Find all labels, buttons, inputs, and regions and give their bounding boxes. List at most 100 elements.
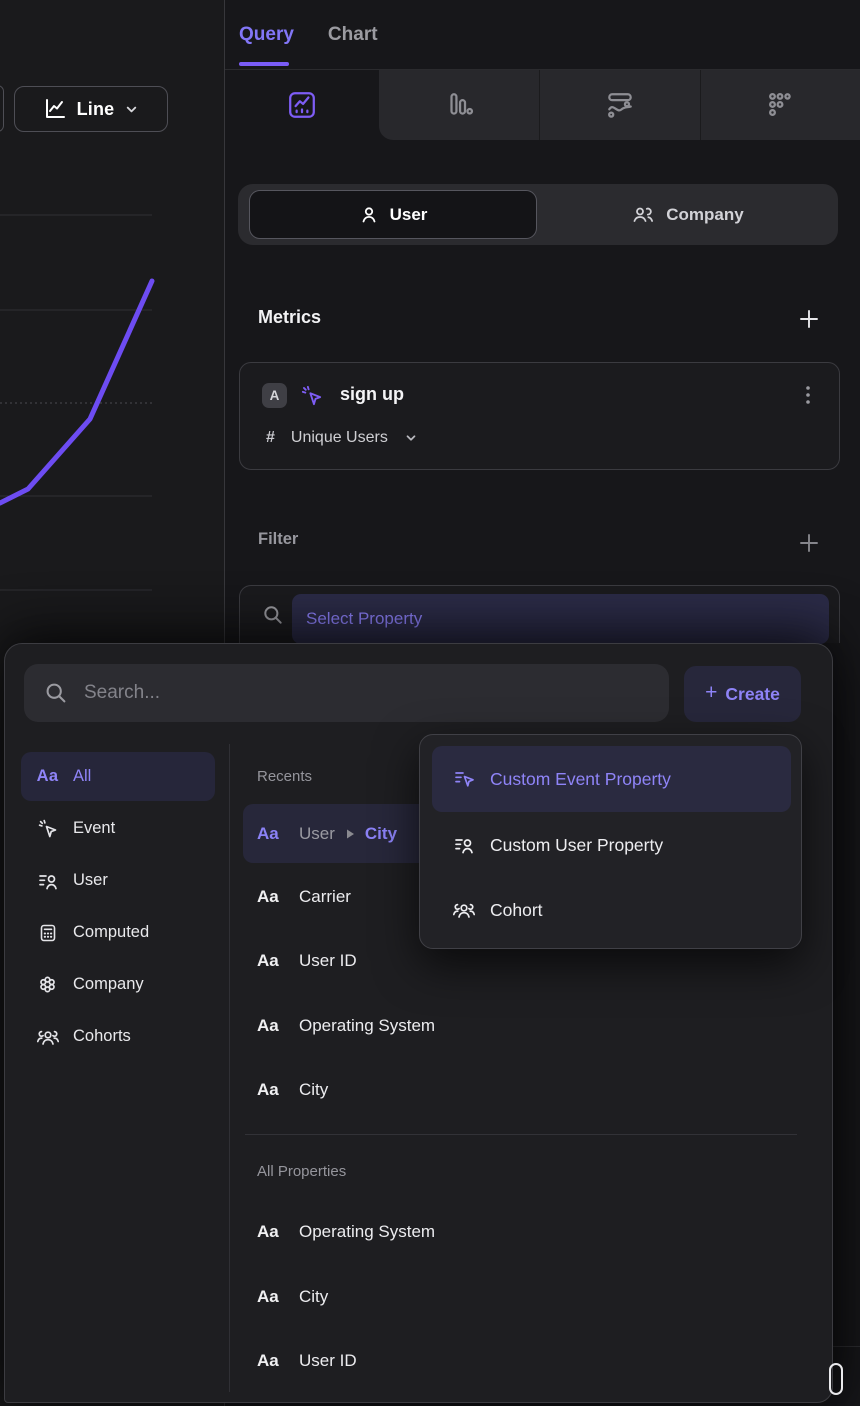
- sidebar-item-label: Event: [73, 819, 116, 837]
- metrics-heading: Metrics: [258, 307, 322, 327]
- picker-column-divider: [229, 744, 230, 1392]
- add-filter-button[interactable]: [798, 532, 820, 554]
- property-label: User ID: [299, 951, 357, 970]
- property-row-city[interactable]: Aa City: [243, 1268, 797, 1326]
- sidebar-item-label: Company: [73, 975, 144, 993]
- filter-card: Select Property: [239, 585, 840, 644]
- create-menu-popup: Custom Event Property Custom User Proper…: [419, 734, 802, 949]
- menu-item-label: Custom User Property: [490, 834, 664, 855]
- select-property-input[interactable]: Select Property: [292, 594, 829, 644]
- all-properties-heading: All Properties: [257, 1163, 347, 1180]
- search-icon: [264, 606, 282, 624]
- metric-series-badge: A: [262, 383, 287, 408]
- tab-retention-chart[interactable]: [539, 70, 700, 140]
- list-divider: [245, 1134, 797, 1135]
- menu-item-custom-event-property[interactable]: Custom Event Property: [432, 746, 791, 812]
- sidebar-item-company[interactable]: Company: [21, 960, 215, 1009]
- user-icon: [362, 206, 375, 222]
- sidebar-item-cohorts[interactable]: Cohorts: [21, 1012, 215, 1061]
- plus-icon: +: [705, 681, 718, 704]
- breadcrumb-child: City: [364, 823, 398, 843]
- aa-icon: Aa: [36, 767, 59, 785]
- picker-search-input[interactable]: Search...: [24, 664, 669, 722]
- company-icon: [633, 207, 654, 222]
- clipped-indicator-fragment: [829, 1363, 843, 1395]
- menu-item-cohort[interactable]: Cohort: [432, 877, 791, 943]
- property-label: User ID: [299, 1351, 357, 1370]
- entity-toggle: User Company: [238, 184, 838, 245]
- tab-query[interactable]: Query: [239, 0, 294, 69]
- tab-divider: [700, 70, 701, 140]
- property-row-operating-system[interactable]: Aa Operating System: [243, 997, 797, 1055]
- insights-line-tab-icon: [289, 92, 315, 118]
- cohorts-icon: [36, 1030, 59, 1045]
- entity-option-user[interactable]: User: [249, 190, 537, 239]
- aa-icon: Aa: [257, 1016, 279, 1035]
- picker-sidebar: Aa All Event User: [21, 752, 215, 1061]
- sidebar-item-user[interactable]: User: [21, 856, 215, 905]
- property-label: Operating System: [299, 1016, 436, 1035]
- sidebar-item-label: User: [73, 871, 108, 889]
- aa-icon: Aa: [257, 887, 279, 906]
- chevron-down-icon: [406, 435, 416, 441]
- entity-company-label: Company: [666, 204, 744, 224]
- picker-search-placeholder: Search...: [84, 682, 161, 703]
- aa-icon: Aa: [257, 1222, 279, 1241]
- bars-tab-icon: [450, 93, 474, 115]
- menu-item-label: Custom Event Property: [490, 768, 671, 789]
- property-label: City: [299, 1287, 329, 1306]
- recents-heading: Recents: [257, 768, 313, 785]
- preview-line-chart: [0, 214, 155, 591]
- aa-icon: Aa: [257, 1080, 279, 1099]
- computed-icon: [40, 924, 55, 941]
- tab-chart[interactable]: Chart: [328, 0, 378, 69]
- entity-user-label: User: [389, 204, 428, 224]
- property-picker-modal: Search... + Create Aa All Event: [4, 643, 833, 1403]
- aa-icon: Aa: [257, 951, 279, 970]
- property-row-carrier[interactable]: Aa Carrier: [243, 868, 797, 926]
- line-chart-icon: [45, 99, 65, 118]
- aggregation-dropdown[interactable]: # Unique Users: [266, 429, 418, 447]
- menu-item-custom-user-property[interactable]: Custom User Property: [432, 812, 791, 878]
- aa-icon: Aa: [257, 1351, 279, 1370]
- aggregation-label: Unique Users: [290, 429, 388, 446]
- tab-flows-chart[interactable]: [700, 70, 860, 140]
- property-row-user-id[interactable]: Aa User ID: [243, 932, 797, 990]
- event-click-icon: [301, 385, 322, 406]
- custom-event-property-icon: [455, 772, 474, 787]
- user-list-icon: [38, 874, 57, 889]
- property-row-operating-system[interactable]: Aa Operating System: [243, 1203, 797, 1261]
- tab-chart-label: Chart: [327, 23, 378, 45]
- property-label: Carrier: [299, 887, 351, 906]
- entity-option-company[interactable]: Company: [537, 184, 838, 245]
- chart-type-tab-row: [225, 70, 860, 140]
- event-click-icon: [38, 819, 56, 837]
- sidebar-item-label: Computed: [73, 923, 150, 941]
- add-metric-button[interactable]: [798, 308, 820, 330]
- menu-item-label: Cohort: [490, 899, 543, 920]
- sidebar-item-event[interactable]: Event: [21, 804, 215, 853]
- sidebar-item-label: All: [73, 767, 92, 785]
- kebab-menu-icon[interactable]: [799, 383, 817, 407]
- chart-type-dropdown-button[interactable]: Line: [14, 86, 168, 132]
- tab-insights-chart[interactable]: [225, 70, 379, 140]
- tab-divider: [539, 70, 540, 140]
- sidebar-item-all[interactable]: Aa All: [21, 752, 215, 801]
- clipped-button-fragment: [0, 85, 4, 132]
- metric-card[interactable]: A sign up # Unique Users: [239, 362, 840, 470]
- filter-heading: Filter: [258, 530, 299, 548]
- breadcrumb-arrow-icon: [345, 828, 355, 840]
- retention-tab-icon: [607, 93, 632, 118]
- custom-user-property-icon: [455, 839, 473, 854]
- tab-query-label: Query: [239, 23, 294, 45]
- flows-dots-tab-icon: [769, 92, 791, 116]
- create-button-label: Create: [725, 683, 780, 704]
- tab-bar-chart[interactable]: [379, 70, 539, 140]
- active-tab-underline: [239, 62, 289, 66]
- property-row-city[interactable]: Aa City: [243, 1061, 797, 1119]
- search-icon: [46, 683, 66, 703]
- create-button[interactable]: + Create: [684, 666, 801, 722]
- property-row-user-id[interactable]: Aa User ID: [243, 1332, 797, 1390]
- sidebar-item-computed[interactable]: Computed: [21, 908, 215, 957]
